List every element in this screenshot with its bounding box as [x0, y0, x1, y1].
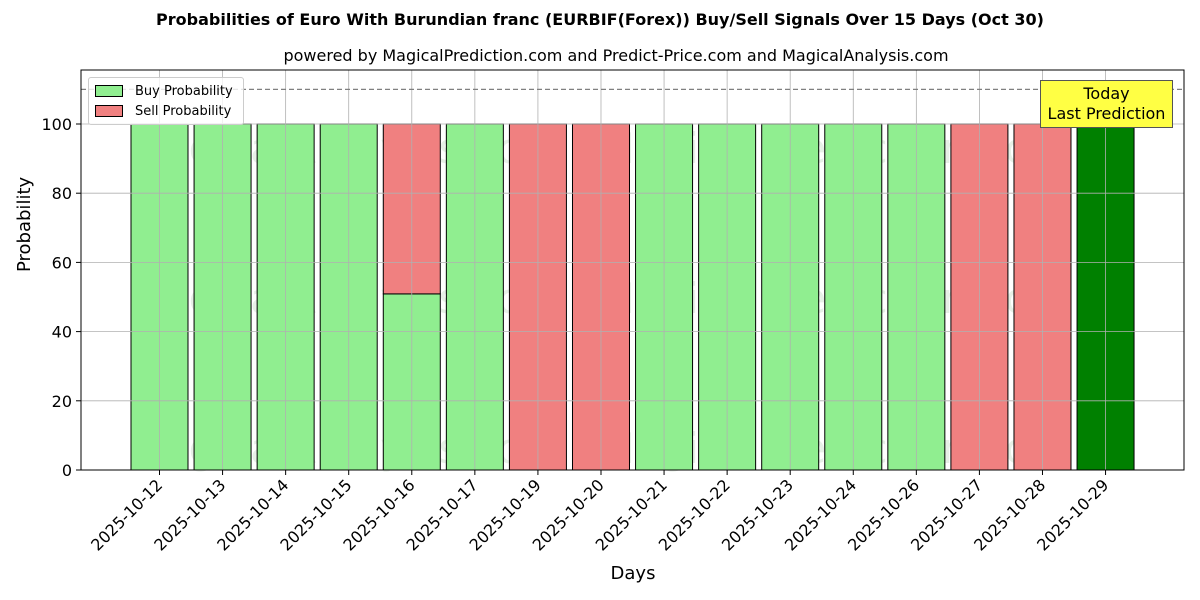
buy-swatch-icon — [95, 85, 123, 97]
y-axis-label: Probability — [14, 176, 35, 272]
legend-sell-label: Sell Probability — [135, 103, 232, 119]
chart-title: Probabilities of Euro With Burundian fra… — [156, 10, 1044, 29]
y-tick-label: 60 — [52, 253, 72, 272]
y-tick-label: 80 — [52, 184, 72, 203]
plot-frame — [80, 69, 1185, 471]
legend: Buy Probability Sell Probability — [88, 77, 244, 125]
sell-swatch-icon — [95, 105, 123, 117]
y-tick-label: 100 — [41, 115, 72, 134]
today-annotation: Today Last Prediction — [1040, 80, 1173, 128]
y-tick-label: 0 — [62, 461, 72, 480]
legend-item-sell: Sell Probability — [95, 103, 231, 119]
legend-buy-label: Buy Probability — [135, 83, 233, 99]
annotation-line2: Last Prediction — [1047, 104, 1166, 123]
annotation-line1: Today — [1083, 84, 1130, 103]
y-tick-label: 20 — [52, 392, 72, 411]
y-tick-label: 40 — [52, 323, 72, 342]
legend-item-buy: Buy Probability — [95, 83, 233, 99]
x-axis-label: Days — [610, 563, 656, 584]
chart-subtitle: powered by MagicalPrediction.com and Pre… — [283, 46, 949, 65]
